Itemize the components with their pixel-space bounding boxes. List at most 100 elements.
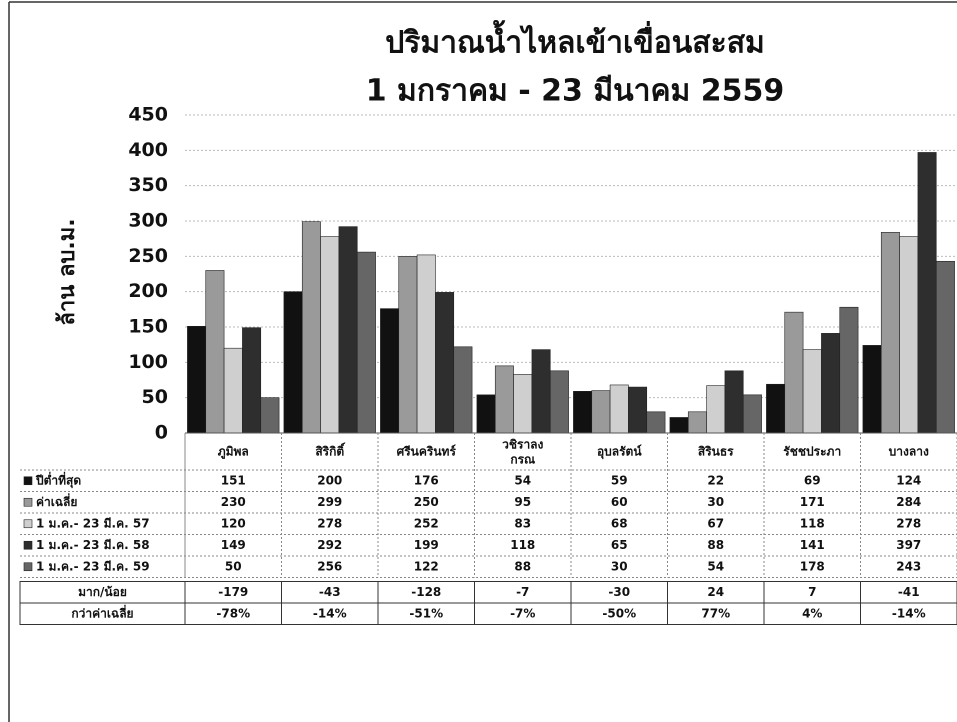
table-value: 230 xyxy=(221,495,246,509)
bar xyxy=(669,417,689,434)
bar xyxy=(531,349,551,434)
bar xyxy=(724,370,744,434)
y-tick-label: 100 xyxy=(128,351,168,373)
table-value: 299 xyxy=(317,495,342,509)
bar xyxy=(821,333,841,434)
y-axis-label: ล้าน ลบ.ม. xyxy=(55,218,80,325)
bar xyxy=(435,292,455,434)
table-value: 67 xyxy=(707,516,724,530)
bar xyxy=(494,365,514,434)
table-value: 278 xyxy=(317,516,342,530)
table-value: 83 xyxy=(514,516,531,530)
table-value: 30 xyxy=(611,559,628,573)
table-value: 54 xyxy=(514,473,531,487)
table-value: 50 xyxy=(225,559,242,573)
percent-value: 77% xyxy=(701,606,730,620)
bar xyxy=(899,236,919,434)
bar xyxy=(416,254,436,434)
y-tick-label: 50 xyxy=(142,386,168,408)
x-tick-label: สิรินธร xyxy=(698,445,734,459)
bar xyxy=(839,306,859,434)
table-value: 292 xyxy=(317,538,342,552)
table-value: 149 xyxy=(221,538,246,552)
table-value: 68 xyxy=(611,516,628,530)
table-value: 252 xyxy=(414,516,439,530)
bar xyxy=(766,383,786,434)
y-tick-label: 250 xyxy=(128,245,168,267)
percent-value: -78% xyxy=(216,606,250,620)
difference-value: -43 xyxy=(319,585,341,599)
table-value: 22 xyxy=(707,473,724,487)
table-value: 250 xyxy=(414,495,439,509)
table-value: 278 xyxy=(896,516,921,530)
bar xyxy=(742,394,762,434)
bar xyxy=(687,411,707,434)
legend-marker xyxy=(23,540,33,550)
legend-marker xyxy=(23,562,33,572)
percent-value: -14% xyxy=(892,606,926,620)
table-value: 200 xyxy=(317,473,342,487)
bar xyxy=(802,349,822,434)
table-value: 176 xyxy=(414,473,439,487)
bar xyxy=(609,384,629,434)
percent-value: -50% xyxy=(602,606,636,620)
y-tick-label: 300 xyxy=(128,210,168,232)
x-tick-label: วชิราลงกรณ xyxy=(502,437,543,466)
y-tick-label: 400 xyxy=(128,139,168,161)
difference-value: -41 xyxy=(898,585,920,599)
table-value: 256 xyxy=(317,559,342,573)
percent-value: -51% xyxy=(409,606,443,620)
y-tick-label: 150 xyxy=(128,316,168,338)
table-value: 171 xyxy=(800,495,825,509)
bar xyxy=(453,346,473,434)
bar xyxy=(573,391,593,434)
legend-marker xyxy=(23,497,33,507)
table-value: 59 xyxy=(611,473,628,487)
percent-value: -7% xyxy=(510,606,535,620)
percent-value: 4% xyxy=(802,606,822,620)
table-value: 118 xyxy=(510,538,535,552)
table-value: 151 xyxy=(221,473,246,487)
bar xyxy=(242,327,262,434)
table-value: 178 xyxy=(800,559,825,573)
table-value: 95 xyxy=(514,495,531,509)
bar xyxy=(205,270,225,434)
bar xyxy=(513,374,533,434)
chart-subtitle: 1 มกราคม - 23 มีนาคม 2559 xyxy=(366,74,785,109)
table-value: 284 xyxy=(896,495,921,509)
difference-value: -179 xyxy=(218,585,248,599)
table-value: 65 xyxy=(611,538,628,552)
bar xyxy=(398,256,418,434)
difference-value: 24 xyxy=(707,585,724,599)
legend-marker xyxy=(23,476,33,486)
table-value: 88 xyxy=(707,538,724,552)
bar xyxy=(380,308,400,434)
table-value: 122 xyxy=(414,559,439,573)
bar xyxy=(476,394,496,434)
x-tick-label: บางลาง xyxy=(889,445,929,459)
bar xyxy=(223,347,243,434)
table-value: 243 xyxy=(896,559,921,573)
x-tick-label: อุบลรัตน์ xyxy=(597,445,642,460)
y-tick-label: 350 xyxy=(128,174,168,196)
bar xyxy=(338,226,358,434)
bar xyxy=(283,291,303,434)
table-value: 397 xyxy=(896,538,921,552)
table-value: 141 xyxy=(800,538,825,552)
table-value: 124 xyxy=(896,473,921,487)
bar xyxy=(784,311,804,434)
percent-value: -14% xyxy=(313,606,347,620)
legend-label: 1 ม.ค.- 23 มี.ค. 59 xyxy=(36,559,150,573)
table-value: 199 xyxy=(414,538,439,552)
bar xyxy=(187,325,207,434)
bar xyxy=(646,411,666,434)
table-value: 120 xyxy=(221,516,246,530)
bar xyxy=(706,385,726,434)
bar xyxy=(356,251,376,434)
bar xyxy=(301,221,321,434)
x-tick-label: รัชชประภา xyxy=(783,445,841,459)
bar xyxy=(880,232,900,434)
table-value: 118 xyxy=(800,516,825,530)
bar xyxy=(628,386,648,434)
legend-label: 1 ม.ค.- 23 มี.ค. 58 xyxy=(36,538,150,552)
